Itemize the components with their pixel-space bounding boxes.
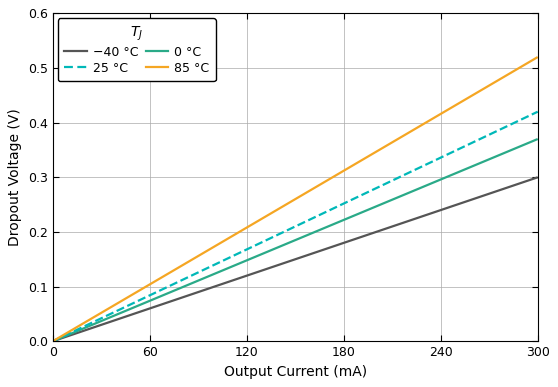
X-axis label: Output Current (mA): Output Current (mA) [224, 365, 367, 378]
Y-axis label: Dropout Voltage (V): Dropout Voltage (V) [8, 108, 22, 246]
Legend: −40 °C, 25 °C, 0 °C, 85 °C: −40 °C, 25 °C, 0 °C, 85 °C [57, 18, 216, 81]
